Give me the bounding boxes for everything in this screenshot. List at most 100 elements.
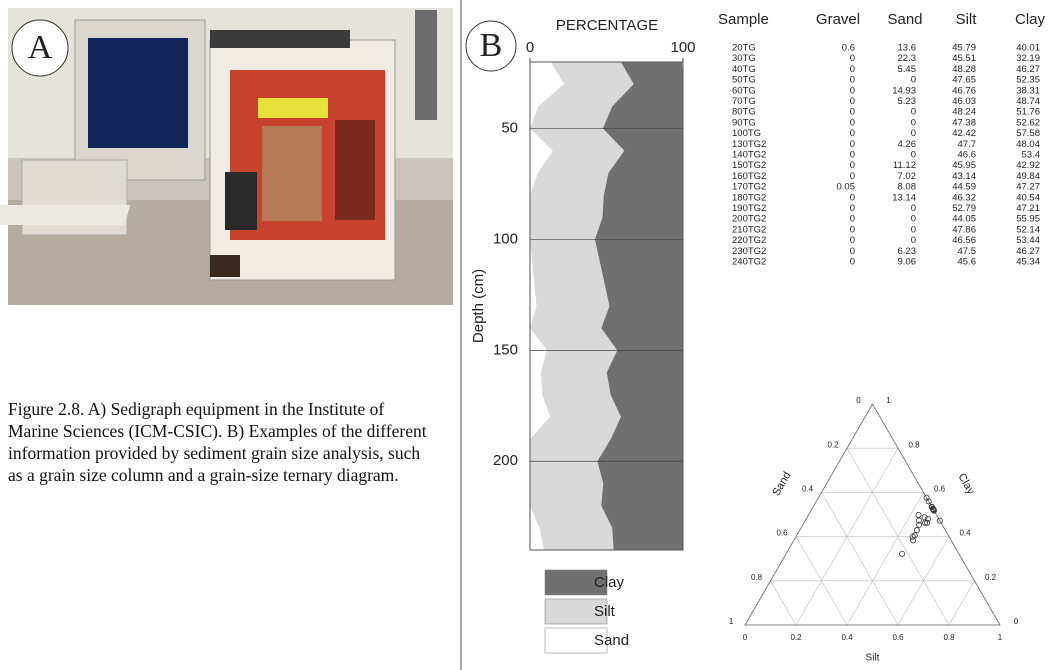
- table-cell: 48.74: [1016, 96, 1040, 107]
- table-cell: 4.26: [898, 139, 917, 150]
- ternary-grid-line: [795, 536, 848, 626]
- table-cell: 11.12: [893, 160, 916, 171]
- table-cell: 40.54: [1016, 192, 1040, 203]
- table-cell: 46.27: [1016, 64, 1040, 75]
- table-cell: 44.59: [952, 182, 976, 193]
- table-cell: 45.34: [1016, 257, 1040, 268]
- table-cell: 9.06: [898, 257, 917, 268]
- photo: [0, 8, 453, 305]
- table-cell: 5.23: [898, 96, 917, 107]
- column-title: PERCENTAGE: [556, 17, 658, 34]
- table-cell: 0: [850, 203, 855, 214]
- table-cell: 47.65: [952, 75, 976, 86]
- table-cell: 30TG: [732, 53, 756, 64]
- table-cell: 80TG: [732, 107, 756, 118]
- table-cell: 0: [911, 214, 916, 225]
- sand-tick-label: 0.4: [802, 485, 814, 494]
- table-cell: 0: [850, 53, 855, 64]
- table-cell: 42.92: [1016, 160, 1040, 171]
- sand-tick-label: 0: [856, 396, 861, 405]
- table-cell: 52.14: [1016, 224, 1040, 235]
- table-cell: 45.79: [952, 43, 976, 54]
- silt-axis-label: Silt: [866, 653, 880, 664]
- sample-point: [936, 517, 943, 524]
- table-cell: 52.62: [1016, 117, 1040, 128]
- clay-tick-label: 0.4: [959, 529, 971, 538]
- clay-tick-label: 0.8: [908, 440, 920, 449]
- table-cell: 0: [911, 128, 916, 139]
- sample-point: [922, 519, 929, 526]
- legend-swatch: [544, 598, 608, 625]
- table-cell: 0: [850, 96, 855, 107]
- table-cell: 0.05: [837, 182, 856, 193]
- table-cell: 0.6: [842, 43, 855, 54]
- legend-label: Sand: [594, 632, 629, 649]
- table-cell: 46.56: [952, 235, 976, 246]
- x-tick-label: 0: [526, 39, 534, 56]
- table-cell: 180TG2: [732, 192, 766, 203]
- area-1: [530, 62, 634, 550]
- table-cell: 0: [850, 171, 855, 182]
- table-cell: 0: [850, 214, 855, 225]
- clay-axis-label: Clay: [955, 471, 977, 496]
- y-tick-label: 100: [493, 230, 518, 247]
- table-cell: 0: [911, 150, 916, 161]
- sample-point: [910, 537, 917, 544]
- sand-axis-label: Sand: [770, 470, 793, 498]
- table-cell: 0: [850, 192, 855, 203]
- table-cell: 0: [850, 246, 855, 257]
- silt-tick-label: 0: [743, 633, 748, 642]
- table-cell: 45.51: [952, 53, 976, 64]
- table-cell: 0: [911, 224, 916, 235]
- figure-caption: Figure 2.8. A) Sedigraph equipment in th…: [8, 399, 427, 485]
- sand-tick-label: 0.6: [776, 529, 788, 538]
- table-cell: 0: [850, 224, 855, 235]
- table-cell: 40TG: [732, 64, 756, 75]
- table-header: Silt: [956, 11, 978, 28]
- silt-tick-label: 1: [998, 633, 1003, 642]
- sample-point: [924, 515, 931, 522]
- table-cell: 13.14: [892, 192, 916, 203]
- sample-point: [930, 506, 937, 513]
- y-tick-label: 50: [501, 120, 518, 137]
- table-cell: 47.38: [952, 117, 976, 128]
- table-cell: 0: [850, 150, 855, 161]
- legend-label: Clay: [594, 574, 625, 591]
- table-cell: 0: [850, 64, 855, 75]
- table-cell: 220TG2: [732, 235, 766, 246]
- table-cell: 46.76: [952, 85, 976, 96]
- sample-point: [913, 527, 920, 534]
- y-axis-label: Depth (cm): [470, 269, 487, 343]
- ternary-frame: [744, 403, 1001, 626]
- ternary-grid-line: [821, 492, 899, 626]
- area-0: [530, 62, 565, 550]
- table-cell: 53.4: [1022, 150, 1041, 161]
- silt-tick-label: 0.4: [841, 633, 853, 642]
- table-cell: 48.24: [952, 107, 976, 118]
- panel-a-badge: [11, 19, 69, 77]
- panel-b-badge: [465, 20, 517, 72]
- table-cell: 0: [911, 75, 916, 86]
- area-2: [594, 62, 683, 550]
- y-tick-label: 200: [493, 452, 518, 469]
- table-cell: 100TG: [732, 128, 761, 139]
- table-cell: 46.03: [952, 96, 976, 107]
- y-tick-label: 150: [493, 341, 518, 358]
- ternary-grid-line: [846, 448, 950, 626]
- table-header: Gravel: [816, 11, 860, 28]
- table-cell: 46.27: [1016, 246, 1040, 257]
- table-cell: 240TG2: [732, 257, 766, 268]
- table-cell: 0: [850, 160, 855, 171]
- table-cell: 14.93: [892, 85, 916, 96]
- legend-swatch: [544, 569, 608, 596]
- table-cell: 46.6: [958, 150, 977, 161]
- ternary-grid-line: [948, 580, 975, 626]
- table-header: Clay: [1015, 11, 1046, 28]
- sample-point: [924, 519, 931, 526]
- clay-tick-label: 0.6: [934, 485, 946, 494]
- table-cell: 42.42: [952, 128, 976, 139]
- table-cell: 0: [850, 85, 855, 96]
- table-cell: 47.21: [1016, 203, 1040, 214]
- sample-point: [921, 514, 928, 521]
